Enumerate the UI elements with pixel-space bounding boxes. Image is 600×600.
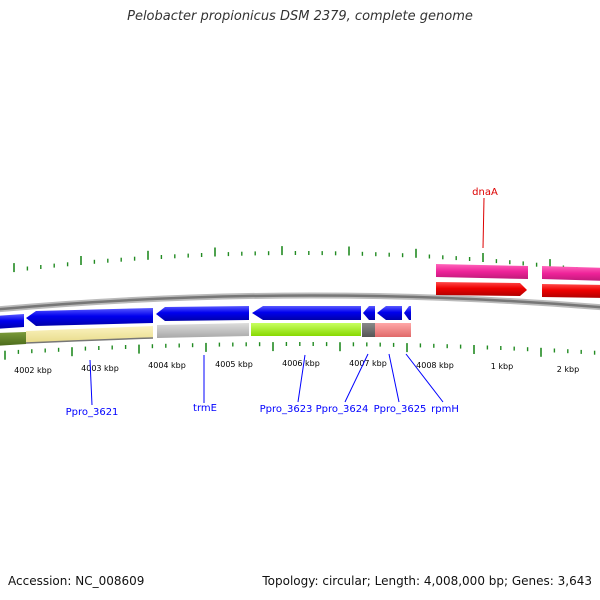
gene-arrow-ppro-3624 xyxy=(363,306,375,320)
category-block-lime xyxy=(251,323,361,336)
gene-arrow-ppro-3621 xyxy=(26,308,153,326)
reverse-strand-genes xyxy=(436,264,600,298)
gene-arrow-ppro-3625 xyxy=(377,306,402,320)
scale-label: 4007 kbp xyxy=(349,359,387,368)
gene-label-ppro-3621: Ppro_3621 xyxy=(66,407,119,418)
inner-tick-ring xyxy=(4,342,596,360)
scale-label: 1 kbp xyxy=(491,362,513,371)
gene-label-trme: trmE xyxy=(193,403,217,414)
gene-arrow-left-edge xyxy=(0,314,24,329)
gene-label-ppro-3624: Ppro_3624 xyxy=(316,404,369,415)
gene-arrow-ppro-3623 xyxy=(252,306,361,320)
category-track xyxy=(0,323,411,346)
gene-label-ppro-3623: Ppro_3623 xyxy=(260,404,313,415)
genome-backbone-edge xyxy=(0,294,600,311)
outer-tick-ring xyxy=(13,246,591,273)
gene-arrow-trme xyxy=(156,306,249,321)
leader-ppro-3621 xyxy=(89,359,93,406)
gene-arrow-rpmh xyxy=(404,306,411,320)
dnaA-category-block xyxy=(436,264,528,279)
gene-label-leaders xyxy=(89,197,485,406)
scale-label: 4008 kbp xyxy=(416,361,454,370)
accession-label: Accession: NC_008609 xyxy=(8,574,145,588)
forward-strand-genes xyxy=(0,306,411,329)
dnaA-gene-arrow-next xyxy=(542,284,600,298)
scale-label: 2 kbp xyxy=(557,365,579,374)
category-block-salmon xyxy=(375,323,411,337)
dnaA-gene-arrow xyxy=(436,282,527,296)
scale-labels: 4002 kbp 4003 kbp 4004 kbp 4005 kbp 4006… xyxy=(14,359,579,375)
gene-label-ppro-3625: Ppro_3625 xyxy=(374,404,427,415)
gene-label-rpmh: rpmH xyxy=(431,404,459,415)
scale-label: 4005 kbp xyxy=(215,360,253,369)
map-title: Pelobacter propionicus DSM 2379, complet… xyxy=(127,9,473,24)
gene-labels: Ppro_3621 trmE Ppro_3623 Ppro_3624 Ppro_… xyxy=(66,187,498,418)
leader-ppro-3625 xyxy=(388,353,400,403)
leader-ppro-3623 xyxy=(297,354,306,403)
category-block-dark xyxy=(362,323,375,337)
gene-label-dnaa: dnaA xyxy=(472,187,498,198)
scale-label: 4006 kbp xyxy=(282,359,320,368)
leader-ppro-3624 xyxy=(344,353,369,403)
genome-summary: Topology: circular; Length: 4,008,000 bp… xyxy=(262,574,592,588)
leader-dnaa xyxy=(482,197,485,249)
dnaA-category-block-next xyxy=(542,266,600,281)
category-block-olive xyxy=(0,332,26,346)
scale-label: 4003 kbp xyxy=(81,364,119,373)
scale-label: 4002 kbp xyxy=(14,366,52,375)
leader-rpmh xyxy=(405,353,444,403)
category-block-gray xyxy=(157,323,249,338)
category-track-baseline xyxy=(25,337,154,344)
scale-label: 4004 kbp xyxy=(148,361,186,370)
